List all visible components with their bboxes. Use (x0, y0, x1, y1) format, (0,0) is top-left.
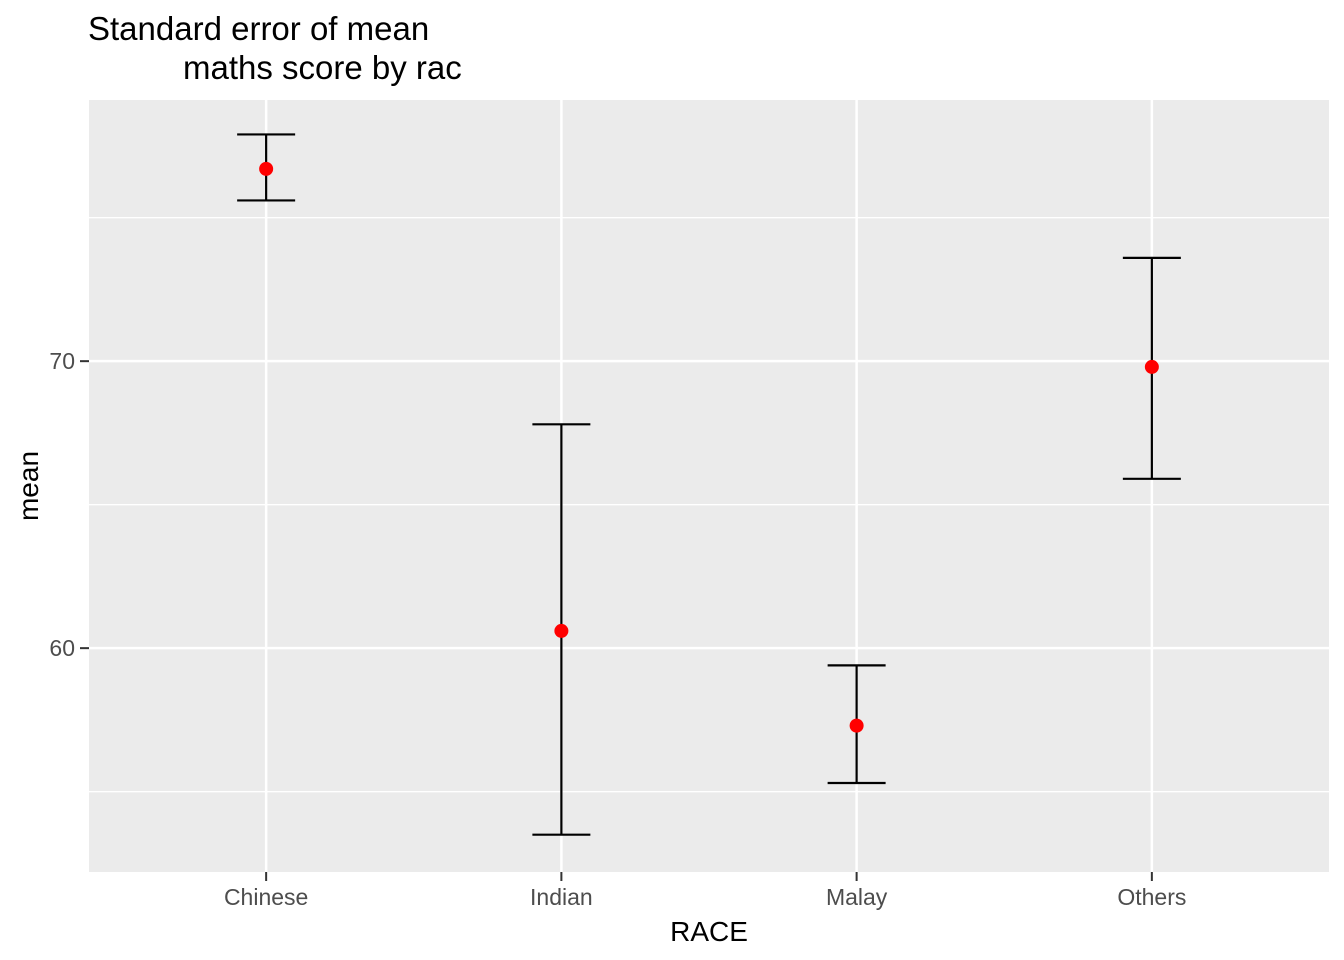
errorbar-group-indian (532, 423, 591, 836)
mean-point-indian (554, 623, 569, 638)
x-tick-label-indian: Indian (530, 884, 593, 910)
y-axis-title: mean (13, 451, 44, 521)
chart-title-line-2: maths score by rac (183, 49, 462, 86)
chart-title-line-1: Standard error of mean (88, 10, 430, 47)
errorbar-group-malay (827, 664, 886, 785)
mean-point-malay (849, 718, 864, 733)
panel-background (89, 100, 1329, 872)
x-tick-label-malay: Malay (826, 884, 888, 910)
errorbar-group-others (1122, 256, 1181, 480)
x-tick-label-chinese: Chinese (224, 884, 308, 910)
x-axis-title: RACE (670, 916, 748, 947)
mean-point-chinese (259, 161, 274, 176)
x-tick-label-others: Others (1117, 884, 1186, 910)
mean-point-others (1144, 359, 1159, 374)
chart-title: Standard error of mean maths score by ra… (88, 9, 462, 87)
errorbar-group-chinese (237, 133, 296, 202)
y-tick-label-60: 60 (49, 635, 75, 661)
y-tick-label-70: 70 (49, 348, 75, 374)
